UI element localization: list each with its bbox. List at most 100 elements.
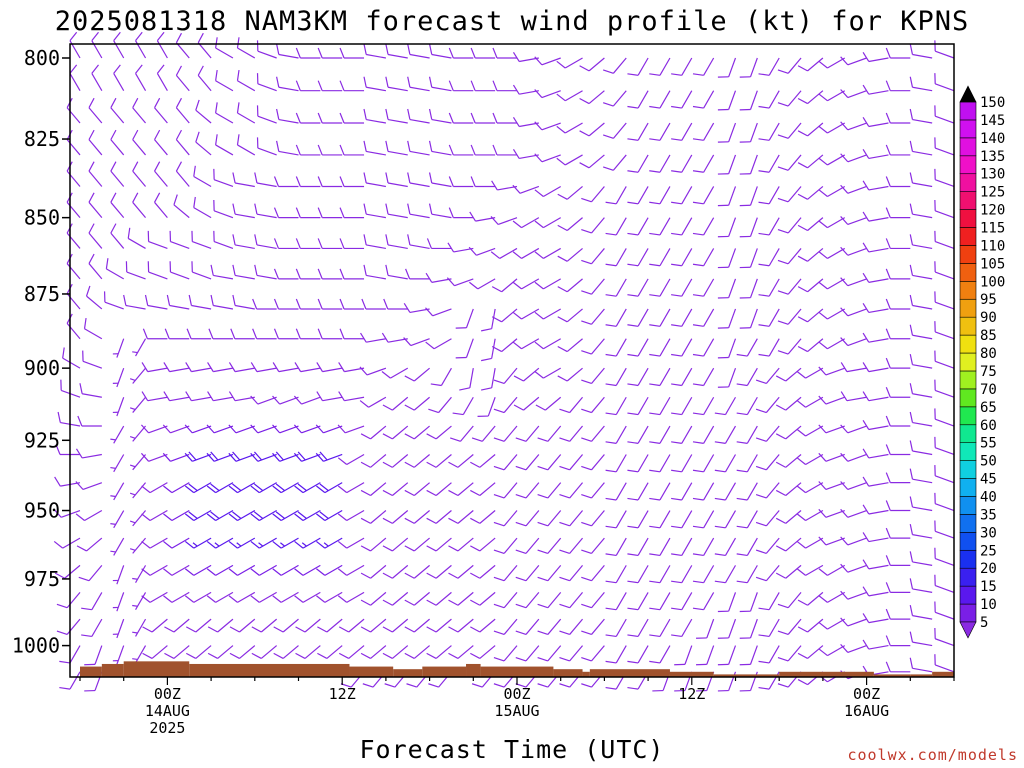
wind-barb — [627, 454, 649, 473]
wind-barb — [232, 264, 255, 280]
color-bar-swatch — [959, 388, 977, 408]
wind-barb — [739, 645, 758, 666]
wind-barb — [885, 207, 911, 219]
wind-barb — [534, 56, 561, 66]
wind-barb — [470, 112, 496, 124]
color-bar-label: 10 — [980, 597, 997, 613]
wind-barb — [739, 278, 758, 299]
wind-barb — [232, 234, 255, 250]
wind-barb — [909, 324, 933, 340]
wind-barb — [317, 207, 343, 219]
wind-barb — [404, 564, 430, 579]
wind-barb — [840, 391, 867, 402]
terrain-segment — [189, 663, 350, 677]
color-bar-label: 85 — [980, 328, 997, 344]
wind-barb — [360, 618, 387, 633]
wind-barb — [692, 592, 715, 611]
wind-barb — [470, 144, 496, 156]
color-bar-swatch — [959, 101, 977, 121]
wind-barb — [934, 436, 955, 456]
wind-barb — [605, 278, 627, 297]
color-bar-label: 140 — [980, 131, 1005, 147]
wind-barb — [337, 591, 365, 603]
wind-barb — [714, 425, 737, 444]
wind-barb — [818, 308, 846, 320]
wind-barb — [777, 278, 802, 295]
wind-barb — [797, 591, 824, 606]
wind-barb — [840, 121, 867, 131]
wind-barb — [428, 108, 452, 124]
wind-barb — [671, 278, 693, 297]
wind-barb — [317, 298, 343, 310]
wind-barb — [470, 482, 496, 497]
wind-barb — [273, 268, 299, 280]
wind-barb — [515, 425, 540, 442]
wind-barb — [775, 564, 802, 579]
wind-barb — [236, 37, 256, 59]
y-tick-label: 1000 — [12, 634, 60, 658]
wind-barb — [337, 537, 365, 549]
wind-barb — [360, 591, 387, 606]
wind-barb — [862, 391, 889, 402]
wind-barb — [163, 564, 190, 576]
terrain-segment — [713, 674, 780, 677]
wind-barb — [818, 122, 846, 134]
wind-barb — [862, 362, 889, 373]
wind-barb — [250, 564, 277, 576]
wind-barb — [254, 203, 277, 219]
wind-barb — [385, 140, 408, 156]
wind-barb — [215, 69, 234, 92]
wind-barb — [191, 230, 212, 250]
wind-barb — [934, 321, 955, 340]
wind-barb — [671, 217, 693, 236]
wind-barb — [512, 247, 540, 259]
wind-barb — [185, 362, 212, 373]
wind-barb — [755, 367, 780, 385]
color-bar-swatch — [959, 460, 977, 479]
wind-barb — [215, 134, 234, 156]
wind-barb — [840, 481, 867, 491]
wind-barb — [796, 453, 824, 466]
wind-barb — [272, 451, 299, 462]
wind-barb — [797, 247, 824, 262]
wind-barb — [736, 454, 758, 473]
wind-barb — [797, 57, 824, 72]
wind-barb — [450, 425, 474, 442]
wind-barb — [197, 32, 212, 59]
wind-barb — [197, 65, 212, 92]
wind-barb — [141, 391, 168, 402]
wind-barb — [272, 424, 299, 434]
wind-barb — [144, 294, 168, 310]
wind-barb — [110, 161, 125, 187]
wind-barb — [739, 57, 758, 78]
wind-barb — [909, 604, 933, 620]
wind-barb — [69, 64, 81, 92]
wind-barb — [692, 510, 715, 529]
wind-barb — [295, 47, 321, 59]
wind-barb — [142, 328, 168, 340]
wind-barb — [797, 645, 824, 659]
wind-barb — [382, 396, 409, 411]
wind-barb — [736, 482, 758, 501]
wind-barb — [361, 298, 386, 310]
wind-barb — [210, 264, 234, 280]
wind-barb — [492, 112, 517, 124]
wind-barb — [885, 472, 911, 484]
wind-barb — [671, 367, 693, 387]
wind-barb — [559, 592, 584, 609]
y-tick-label: 925 — [24, 428, 60, 452]
wind-barb — [141, 510, 168, 522]
wind-barb — [649, 482, 671, 501]
wind-barb — [818, 247, 846, 259]
wind-barb — [175, 32, 190, 59]
wind-barb — [581, 482, 605, 499]
wind-barb — [154, 129, 168, 156]
plot-area — [53, 31, 955, 692]
wind-barb — [295, 268, 321, 280]
wind-barb — [468, 246, 496, 256]
wind-barb — [125, 261, 146, 280]
color-bar-label: 150 — [980, 95, 1005, 111]
wind-barb — [169, 230, 190, 250]
terrain-segment — [466, 663, 481, 677]
wind-barb — [228, 362, 255, 373]
